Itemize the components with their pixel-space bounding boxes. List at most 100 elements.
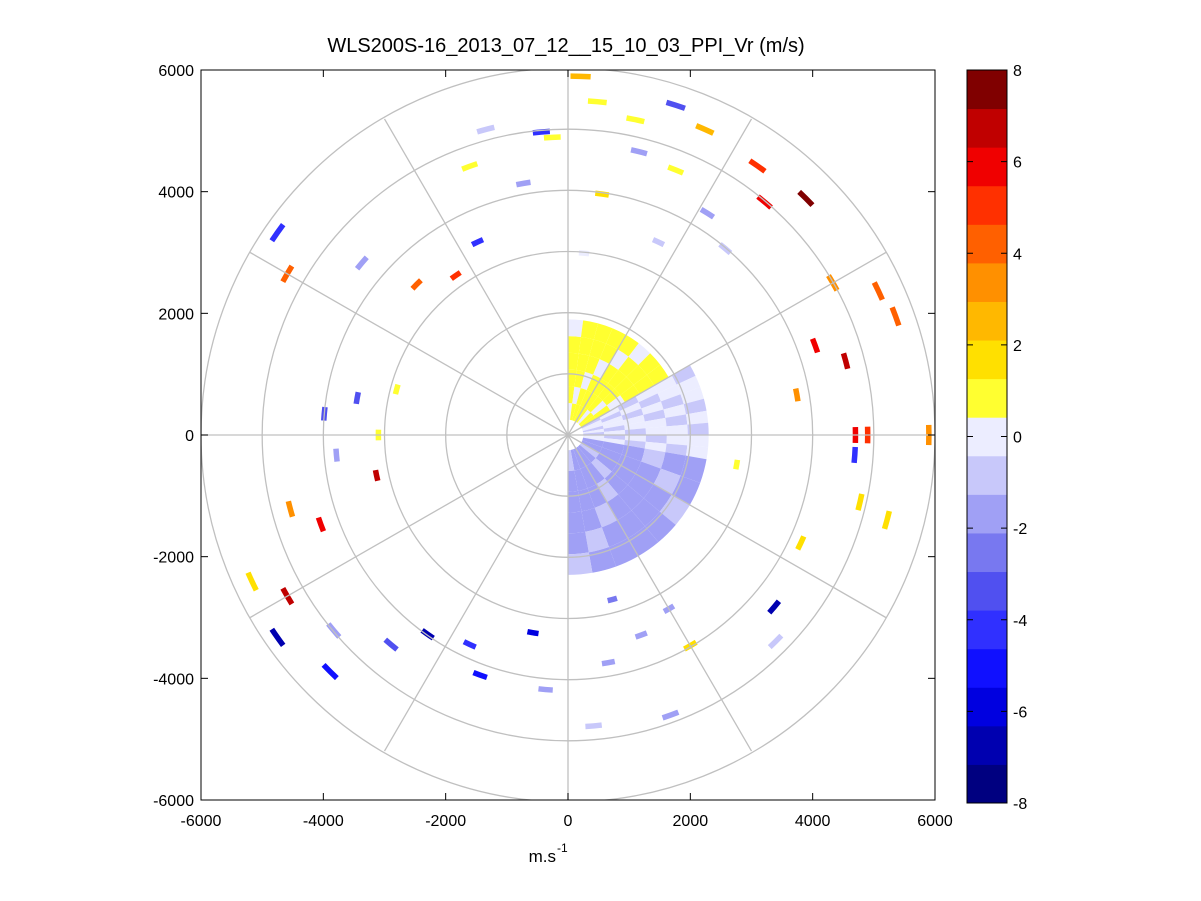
velocity-sector-cell [594, 502, 618, 528]
velocity-sector-cell [687, 435, 709, 448]
x-tick-label: 0 [564, 813, 573, 830]
velocity-sector-cell [635, 385, 658, 403]
x-axis-label-exponent: -1 [557, 841, 568, 855]
velocity-sector-cell [620, 385, 640, 403]
velocity-sector-cell [599, 447, 622, 464]
colorbar-tick-label: -4 [1013, 613, 1027, 630]
velocity-gate [269, 222, 286, 243]
velocity-sector-cell [576, 387, 587, 406]
colorbar-swatch [967, 687, 1007, 727]
velocity-sector-cell [660, 452, 686, 476]
velocity-sector-cell [577, 409, 591, 425]
velocity-sector-cell [583, 428, 605, 434]
x-axis-label: m.s -1 [529, 841, 568, 866]
velocity-sector-cell [600, 411, 622, 423]
velocity-sector-cell [593, 323, 613, 344]
colorbar-swatch [967, 340, 1007, 380]
velocity-sector-cell [580, 466, 597, 489]
velocity-sector-cell [568, 352, 579, 371]
velocity-sector-cell [568, 511, 586, 534]
velocity-sector-cell [638, 353, 661, 375]
velocity-gate [410, 278, 423, 291]
velocity-sector-cell [582, 425, 604, 433]
azimuth-spoke [567, 118, 753, 436]
velocity-sector-cell [602, 441, 625, 455]
velocity-gate [472, 670, 488, 681]
x-tick-label: 2000 [673, 813, 709, 830]
x-tick-label: -6000 [181, 813, 222, 830]
colorbar-swatch [967, 262, 1007, 302]
velocity-sector-cell [638, 393, 661, 409]
velocity-sector-cell [580, 390, 593, 408]
azimuth-spoke [567, 434, 753, 752]
y-tick-label: -6000 [153, 793, 194, 810]
colorbar-tick-label: 2 [1013, 338, 1022, 355]
colorbar-swatch [967, 147, 1007, 187]
velocity-sector-cell [597, 383, 615, 401]
velocity-gate [699, 207, 716, 220]
velocity-gate [651, 237, 666, 248]
velocity-sector-cell [633, 374, 655, 394]
velocity-sector-cell [584, 392, 598, 410]
velocity-sector-cell [660, 394, 684, 410]
velocity-sector-cell [583, 431, 605, 435]
velocity-sector-cell [626, 365, 647, 386]
velocity-gate [526, 628, 539, 637]
velocity-sector-cell [568, 403, 573, 420]
velocity-sector-cell [657, 384, 681, 402]
velocity-sector-cell [665, 414, 688, 427]
velocity-sector-cell [575, 446, 592, 467]
velocity-sector-cell [581, 417, 601, 429]
velocity-sector-cell [666, 435, 688, 446]
velocity-sector-cell [582, 422, 603, 432]
velocity-sector-cell [596, 478, 619, 503]
velocity-sector-cell [599, 343, 618, 364]
velocity-sector-cell [592, 378, 609, 397]
velocity-sector-cell [617, 454, 642, 474]
velocity-sector-cell [628, 343, 651, 366]
velocity-sector-cell [627, 473, 654, 499]
velocity-gate [840, 352, 851, 370]
velocity-gate [851, 446, 858, 464]
colorbar-tick-label: -8 [1013, 796, 1027, 813]
velocity-gate [748, 158, 767, 174]
velocity-sector-cell [665, 443, 688, 456]
velocity-sector-cell [653, 468, 681, 495]
velocity-gate [321, 663, 339, 681]
velocity-gate [855, 493, 865, 511]
colorbar-swatch [967, 494, 1007, 534]
velocity-sector-cell [590, 400, 607, 416]
x-tick-label: -4000 [303, 813, 344, 830]
colorbar-tick-label: 0 [1013, 430, 1022, 447]
y-tick-label: 2000 [158, 306, 194, 323]
velocity-sector-cell [568, 319, 584, 337]
velocity-sector-cell [645, 426, 667, 435]
velocity-gate [461, 161, 479, 172]
velocity-sector-cell [603, 438, 625, 445]
colorbar-swatch [967, 185, 1007, 225]
axis-ticks: -6000 -4000 -2000 0 2000 4000 6000 -6000 -4000 -2… [153, 63, 953, 830]
velocity-sector-cell [618, 356, 639, 377]
velocity-sector-cell [687, 422, 709, 435]
velocity-gate [797, 189, 815, 207]
velocity-sector-cell [602, 388, 621, 406]
velocity-sector-cell [623, 414, 645, 426]
velocity-sector-cell [575, 407, 588, 423]
velocity-gate [809, 337, 821, 354]
velocity-sector-cell [644, 511, 676, 543]
velocity-sector-cell [569, 403, 577, 421]
velocity-gate [607, 595, 618, 604]
velocity-gate [585, 722, 603, 730]
colorbar-swatch [967, 378, 1007, 418]
velocity-gate [634, 630, 648, 640]
velocity-gate [315, 516, 327, 533]
y-tick-label: 6000 [158, 63, 194, 80]
velocity-sector-cell [600, 363, 619, 384]
colorbar-swatch [967, 455, 1007, 495]
velocity-sector-cell [602, 415, 624, 426]
velocity-sector-cell [641, 448, 666, 469]
velocity-gate [515, 179, 531, 188]
velocity-sector-cell [606, 494, 632, 521]
velocity-sector-cell [631, 498, 660, 527]
